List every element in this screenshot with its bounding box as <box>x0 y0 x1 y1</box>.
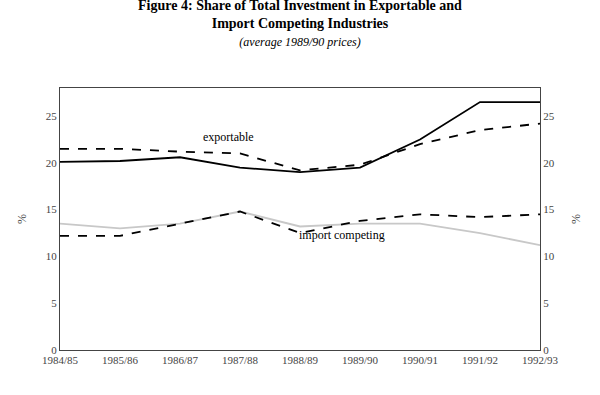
svg-text:1988/89: 1988/89 <box>282 354 319 366</box>
svg-text:0: 0 <box>543 344 549 356</box>
svg-text:1989/90: 1989/90 <box>342 354 379 366</box>
svg-text:15: 15 <box>46 203 58 215</box>
svg-text:0: 0 <box>51 344 57 356</box>
svg-text:20: 20 <box>46 157 58 169</box>
svg-text:1987/88: 1987/88 <box>222 354 259 366</box>
svg-text:1991/92: 1991/92 <box>462 354 498 366</box>
svg-text:Figure 4: Share of Total Inves: Figure 4: Share of Total Investment in E… <box>138 0 462 49</box>
svg-text:1984/85: 1984/85 <box>42 354 79 366</box>
svg-text:%: % <box>15 214 29 224</box>
svg-text:%: % <box>569 214 583 224</box>
svg-text:1985/86: 1985/86 <box>102 354 139 366</box>
svg-text:10: 10 <box>543 250 555 262</box>
svg-text:10: 10 <box>46 250 58 262</box>
svg-text:5: 5 <box>543 297 549 309</box>
svg-text:25: 25 <box>543 110 555 122</box>
svg-text:import competing: import competing <box>299 228 385 242</box>
svg-text:exportable: exportable <box>203 130 254 144</box>
svg-text:20: 20 <box>543 157 555 169</box>
svg-text:25: 25 <box>46 110 58 122</box>
svg-text:5: 5 <box>51 297 57 309</box>
svg-text:1992/93: 1992/93 <box>522 354 559 366</box>
svg-text:1986/87: 1986/87 <box>162 354 199 366</box>
svg-text:15: 15 <box>543 203 555 215</box>
svg-text:1990/91: 1990/91 <box>402 354 438 366</box>
